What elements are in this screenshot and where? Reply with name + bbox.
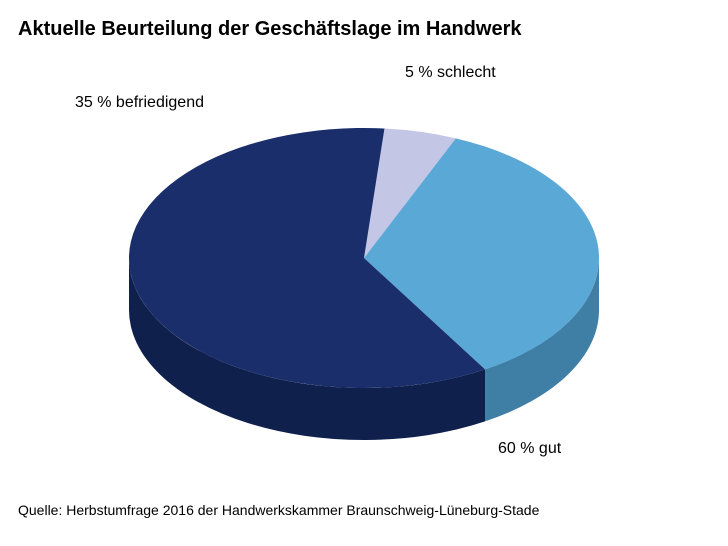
slice-label-befriedigend: 35 % befriedigend (75, 94, 204, 112)
slice-label-gut: 60 % gut (498, 440, 561, 458)
slice-label-schlecht: 5 % schlecht (405, 64, 496, 82)
pie-chart-3d (0, 0, 728, 546)
chart-title: Aktuelle Beurteilung der Geschäftslage i… (18, 18, 521, 41)
chart-source: Quelle: Herbstumfrage 2016 der Handwerks… (18, 502, 539, 518)
